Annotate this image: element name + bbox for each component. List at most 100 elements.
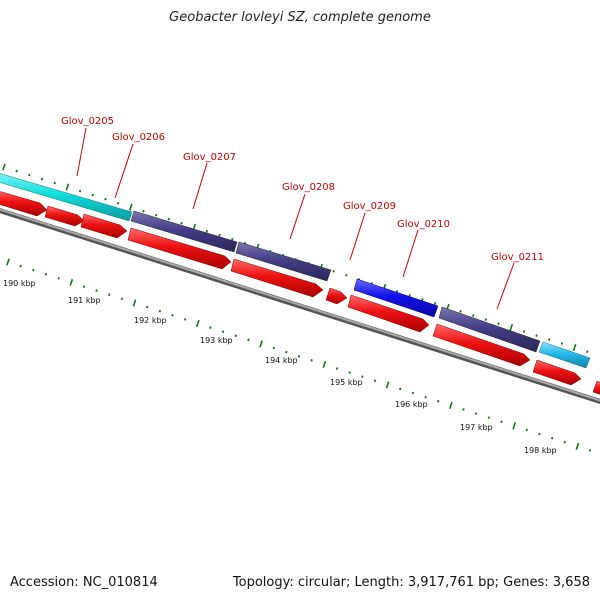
minor-tick	[218, 233, 221, 237]
minor-tick	[183, 318, 187, 321]
minor-tick	[399, 387, 402, 391]
gene-leader-lines	[76, 127, 515, 310]
major-tick	[575, 442, 580, 450]
minor-tick	[474, 412, 478, 415]
kbp-label: 197 kbp	[460, 423, 493, 432]
gene-label[interactable]: Glov_0210	[397, 219, 450, 230]
cds-feature[interactable]	[532, 359, 582, 386]
major-tick	[449, 401, 453, 409]
genome-summary-text: Topology: circular; Length: 3,917,761 bp…	[232, 575, 590, 590]
gene-feature-blue[interactable]	[353, 278, 439, 318]
gene-label[interactable]: Glov_0206	[112, 132, 165, 143]
major-tick	[2, 163, 6, 171]
minor-tick	[78, 189, 82, 193]
minor-tick	[231, 237, 234, 241]
gene-label[interactable]: Glov_0207	[183, 152, 236, 163]
gene-label[interactable]: Glov_0208	[282, 182, 335, 193]
minor-tick	[586, 350, 589, 353]
minor-tick	[116, 201, 120, 205]
gene-label[interactable]: Glov_0209	[343, 201, 396, 212]
minor-tick	[538, 432, 541, 436]
minor-tick	[234, 334, 237, 338]
minor-tick	[19, 264, 22, 268]
minor-tick	[205, 229, 209, 233]
cds-feature[interactable]	[0, 190, 48, 217]
gene-feature-light-blue[interactable]	[538, 341, 591, 369]
minor-tick	[500, 420, 503, 424]
minor-tick	[285, 350, 288, 354]
cds-feature[interactable]	[230, 258, 324, 298]
cds-feature[interactable]	[347, 294, 430, 333]
minor-tick	[332, 270, 335, 273]
major-tick	[385, 381, 390, 389]
minor-tick	[433, 302, 437, 305]
major-tick	[65, 183, 70, 191]
minor-tick	[297, 354, 301, 358]
minor-tick	[588, 449, 592, 452]
minor-tick	[91, 193, 94, 197]
major-tick	[259, 340, 263, 348]
kbp-label: 194 kbp	[265, 356, 298, 365]
minor-tick	[411, 391, 415, 395]
minor-tick	[487, 416, 491, 419]
minor-tick	[462, 408, 465, 411]
kbp-label: 198 kbp	[524, 446, 557, 455]
kbp-label: 190 kbp	[3, 279, 36, 288]
minor-tick	[497, 322, 500, 325]
cds-feature[interactable]	[432, 323, 531, 367]
minor-tick	[373, 379, 377, 383]
major-tick	[572, 344, 577, 352]
minor-tick	[348, 371, 351, 374]
gene-feature-slate-1[interactable]	[130, 210, 238, 253]
cds-feature[interactable]	[127, 227, 232, 270]
major-tick	[509, 323, 514, 332]
major-tick	[512, 422, 516, 430]
minor-tick	[361, 375, 364, 378]
minor-tick	[40, 177, 44, 181]
minor-tick	[272, 346, 275, 350]
minor-tick	[550, 436, 554, 440]
feature-track-cds	[0, 190, 600, 396]
minor-tick	[535, 334, 538, 337]
minor-tick	[471, 314, 475, 317]
gene-labels: Glov_0205 Glov_0206 Glov_0207 Glov_0208 …	[61, 116, 544, 263]
kbp-label: 191 kbp	[68, 296, 101, 305]
cds-feature[interactable]	[44, 205, 85, 227]
minor-tick	[484, 318, 488, 321]
minor-tick	[563, 440, 566, 444]
gene-feature-cyan[interactable]	[0, 172, 133, 222]
minor-tick	[522, 330, 526, 333]
minor-tick	[525, 428, 528, 432]
kbp-label: 195 kbp	[330, 378, 363, 387]
major-tick	[128, 203, 133, 211]
minor-tick	[53, 181, 56, 185]
minor-tick	[154, 213, 158, 217]
kbp-label: 196 kbp	[395, 400, 428, 409]
minor-tick	[44, 272, 48, 276]
minor-tick	[108, 293, 111, 297]
gene-feature-slate-2[interactable]	[235, 241, 332, 282]
minor-tick	[158, 309, 162, 313]
minor-tick	[408, 294, 411, 297]
minor-tick	[120, 297, 124, 301]
cds-feature[interactable]	[325, 287, 348, 305]
minor-tick	[167, 217, 171, 221]
gene-label[interactable]: Glov_0205	[61, 116, 114, 127]
gene-feature-slate-3[interactable]	[438, 306, 541, 353]
inner-tick-row	[6, 258, 592, 452]
minor-tick	[82, 285, 86, 288]
minor-tick	[459, 310, 462, 313]
minor-tick	[32, 268, 35, 272]
minor-tick	[180, 221, 183, 225]
map-title: Geobacter lovleyi SZ, complete genome	[169, 10, 431, 25]
minor-tick	[171, 313, 174, 317]
kbp-labels: 190 kbp 191 kbp 192 kbp 193 kbp 194 kbp …	[3, 279, 557, 455]
cds-feature[interactable]	[80, 213, 128, 239]
minor-tick	[57, 277, 60, 280]
minor-tick	[247, 338, 250, 342]
major-tick	[195, 319, 200, 328]
feature-track-top	[0, 172, 591, 369]
cds-feature[interactable]	[592, 380, 600, 396]
gene-label[interactable]: Glov_0211	[491, 252, 544, 263]
